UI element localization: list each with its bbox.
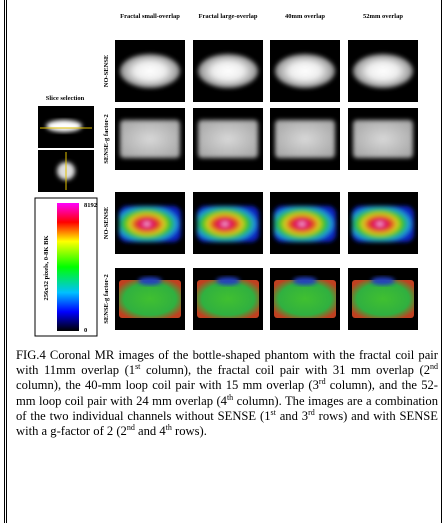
mr-signal (197, 280, 259, 318)
mr-signal (274, 280, 336, 318)
caption-superscript: nd (127, 423, 135, 432)
row-label: NO-SENSE (103, 207, 110, 240)
mr-signal (198, 54, 258, 88)
caption-superscript: rd (319, 377, 326, 386)
slice-selection-label: Slice selection (46, 95, 85, 102)
slice-blob (46, 120, 82, 132)
mr-signal (352, 280, 414, 318)
mr-signal (120, 54, 180, 88)
row-label: SENSE-g factor-2 (103, 274, 110, 323)
mr-signal (275, 120, 335, 158)
mr-notch (293, 277, 317, 285)
row-label: NO-SENSE (103, 55, 110, 88)
caption-superscript: nd (430, 362, 438, 371)
caption-text: rows). (172, 424, 207, 438)
mr-signal (275, 54, 335, 88)
mr-signal (119, 206, 181, 242)
colorbar-label: 256x32 pixels, 0-8K BK (43, 235, 50, 300)
mr-signal (119, 280, 181, 318)
mr-signal (352, 206, 414, 242)
column-header: 52mm overlap (363, 13, 403, 20)
page: Slice selection 8192 0 256x32 pixels, 0-… (0, 0, 446, 525)
column-header: Fractal small-overlap (120, 13, 180, 20)
caption-superscript: rd (308, 408, 315, 417)
mr-signal (274, 206, 336, 242)
colorbar-max: 8192 (84, 202, 97, 209)
mr-signal (353, 120, 413, 158)
mr-notch (138, 277, 162, 285)
column-header: 40mm overlap (285, 13, 325, 20)
figure: Slice selection 8192 0 256x32 pixels, 0-… (0, 0, 446, 345)
caption-text: column), the fractal coil pair with 31 m… (140, 363, 430, 377)
mr-signal (353, 54, 413, 88)
caption-text: and 4 (135, 424, 166, 438)
mr-signal (197, 206, 259, 242)
row-label: SENSE-g factor-2 (103, 114, 110, 163)
colorbar-min: 0 (84, 327, 87, 334)
mr-notch (216, 277, 240, 285)
mr-signal (198, 120, 258, 158)
mr-signal (120, 120, 180, 158)
mr-notch (371, 277, 395, 285)
colorbar (57, 203, 79, 331)
caption-text: and 3 (276, 409, 308, 423)
caption-text: column), the 40-mm loop coil pair with 1… (16, 378, 319, 392)
column-header: Fractal large-overlap (198, 13, 257, 20)
caption: FIG.4 Coronal MR images of the bottle-sh… (16, 348, 438, 439)
